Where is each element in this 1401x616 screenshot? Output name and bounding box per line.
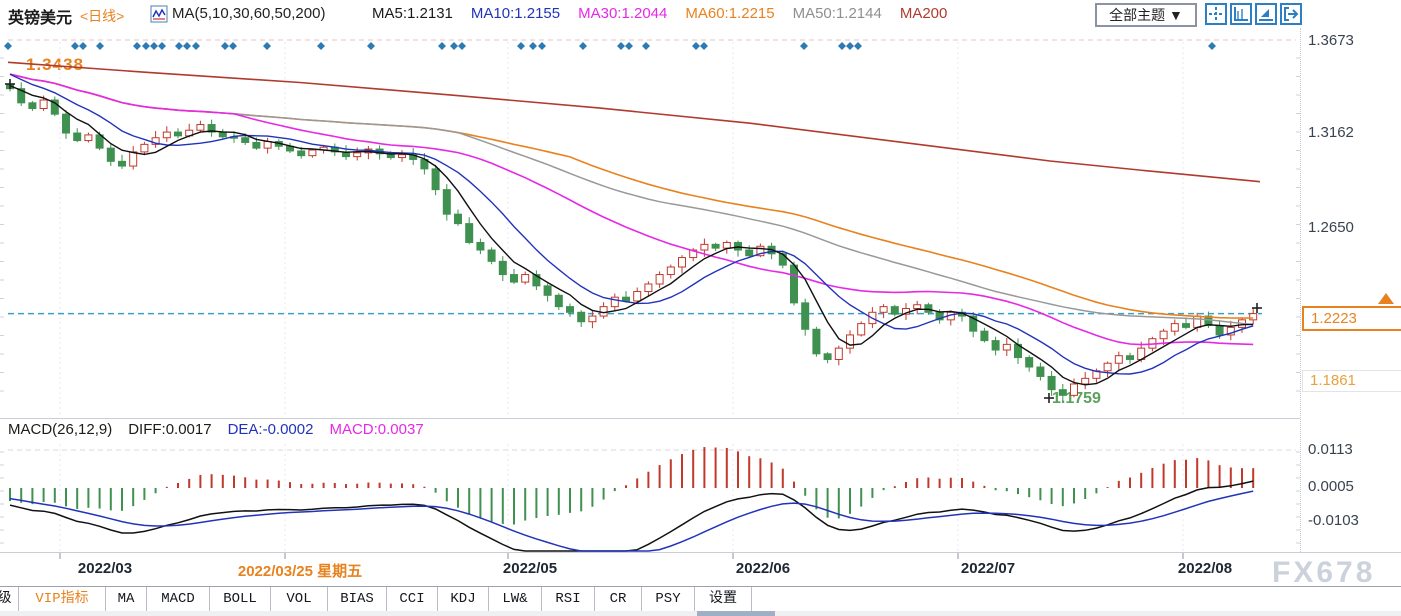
time-label-4: 2022/07 [960,560,1016,577]
indicator-tab-VOL[interactable]: VOL [271,587,328,611]
scrollbar-thumb[interactable] [697,610,775,616]
macd-axis-label-0: 0.0113 [1308,441,1353,458]
macd-diff-line [9,480,1254,552]
export-icon[interactable] [1280,3,1302,25]
macd-header-item-1: DIFF:0.0017 [128,421,212,438]
time-label-2: 2022/05 [502,560,558,577]
ma-value-2: MA30:1.2044 [578,5,668,22]
axis-column-divider [1300,28,1301,584]
indicator-tab-KDJ[interactable]: KDJ [438,587,489,611]
indicator-tab-级[interactable]: 级 [0,587,19,611]
indicator-toolbar: 级 VIP指标 MA MACD BOLL VOL BIAS CCI KDJ LW&RSI CR PSY… [0,586,1401,611]
indicator-tab-label: MACD [161,591,195,607]
ma30-line [9,73,1254,346]
price-up-arrow-icon [1378,293,1394,304]
indicator-tab-MA[interactable]: MA [106,587,147,611]
candles-layer [6,82,1258,402]
chart-type-icon[interactable] [150,5,168,28]
period-label: <日线> [80,8,125,24]
indicator-tab-label: CCI [399,591,425,607]
indicator-tab-label: MA [117,591,135,607]
time-label-3: 2022/06 [735,560,791,577]
macd-dea-line [9,490,1254,552]
indicator-tab-VIP指标[interactable]: VIP指标 [19,587,106,611]
macd-header-item-3: MACD:0.0037 [329,421,424,438]
macd-axis-label-1: 0.0005 [1308,478,1354,495]
macd-header-item-0: MACD(26,12,9) [8,421,113,438]
macd-header: MACD(26,12,9) DIFF:0.0017 DEA:-0.0002 MACD:… [8,421,424,438]
indicator-tab-CCI[interactable]: CCI [387,587,438,611]
indicator-tab-label: PSY [655,591,681,607]
drawing-tools-icon[interactable] [1255,3,1277,25]
current-price-label: 1.2223 [1302,306,1401,331]
ma5-line [9,85,1254,386]
indicator-tab-BOLL[interactable]: BOLL [210,587,271,611]
ma-legend: MA5:1.2131 MA10:1.2155 MA30:1.2044 MA60:1.2… [372,5,947,22]
indicator-tab-label: 级 [0,587,12,611]
indicator-tab-CR[interactable]: CR [595,587,642,611]
indicator-tab-PSY[interactable]: PSY [642,587,695,611]
price-axis-label-2: 1.2650 [1308,219,1354,236]
indicator-tab-LW&[interactable]: LW& [489,587,542,611]
indicator-tab-BIAS[interactable]: BIAS [328,587,387,611]
theme-dropdown[interactable]: 全部主题 ▼ [1095,3,1197,27]
indicator-tab-label: VIP指标 [35,591,89,607]
macd-header-item-2: DEA:-0.0002 [227,421,314,438]
first-candle-price: 1.3438 [26,55,84,74]
indicator-tab-label: RSI [555,591,581,607]
axis-scale-icon[interactable] [1230,3,1252,25]
axis-separator [0,552,1401,553]
ma-value-0: MA5:1.2131 [372,5,453,22]
ma-formula: MA(5,10,30,60,50,200) [172,5,326,22]
macd-axis-label-2: -0.0103 [1308,512,1359,529]
ma200-line [7,61,1261,183]
pane-separator [0,418,1300,419]
chart-header: 英镑美元 <日线> MA(5,10,30,60,50,200) MA5:1.21… [0,0,1401,28]
time-label-5: 2022/08 [1177,560,1233,577]
indicator-tab-label: BIAS [340,591,374,607]
indicator-tab-RSI[interactable]: RSI [542,587,595,611]
horizontal-scrollbar[interactable] [0,610,1401,616]
ma-value-3: MA60:1.2215 [685,5,775,22]
time-label-1: 2022/03/25 星期五 [237,563,363,580]
time-axis: 2022/03 2022/03/25 星期五 2022/05 2022/06 2022/… [0,553,1401,585]
lower-price-label: 1.1861 [1302,370,1401,392]
ma-value-5: MA200 [899,5,948,22]
macd-histogram-layer [9,447,1255,525]
price-axis-label-1: 1.3162 [1308,124,1354,141]
time-label-0: 2022/03 [77,560,133,577]
ma-value-4: MA50:1.2144 [792,5,882,22]
indicator-tab-设置[interactable]: 设置 [695,587,752,611]
indicator-tab-label: 设置 [709,591,737,607]
price-axis-label-0: 1.3673 [1308,32,1354,49]
ma10-line [9,73,1254,375]
indicator-tab-label: BOLL [223,591,257,607]
watermark: FX678 [1272,556,1376,589]
indicator-tab-label: LW& [502,591,528,607]
crosshair-tool-icon[interactable] [1205,3,1227,25]
indicator-tab-MACD[interactable]: MACD [147,587,210,611]
indicator-tab-label: VOL [286,591,312,607]
symbol-name: 英镑美元 [8,10,73,27]
indicator-tab-label: KDJ [450,591,476,607]
ma-value-1: MA10:1.2155 [470,5,561,22]
indicator-tab-label: CR [609,591,627,607]
grid-layer [0,39,1300,559]
event-markers-layer [4,42,1216,50]
